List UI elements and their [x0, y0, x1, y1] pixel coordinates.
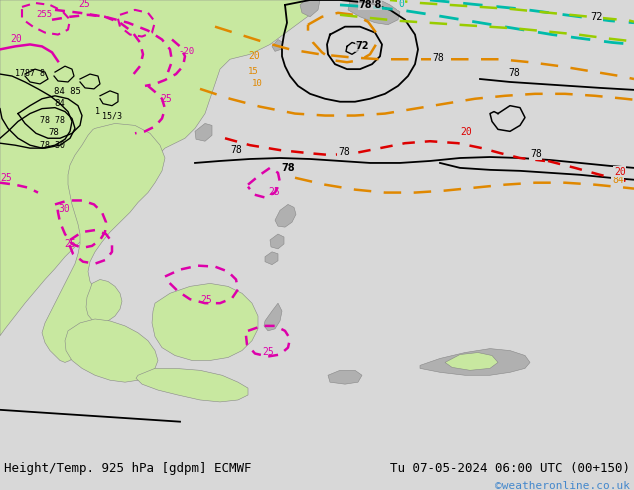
Polygon shape	[445, 352, 498, 370]
Polygon shape	[195, 123, 212, 141]
Text: 78: 78	[530, 149, 541, 159]
Polygon shape	[328, 370, 362, 384]
Text: 15/3: 15/3	[102, 112, 122, 121]
Text: 25: 25	[160, 94, 172, 104]
Polygon shape	[265, 252, 278, 265]
Polygon shape	[348, 0, 400, 24]
Text: 78: 78	[508, 68, 520, 78]
Text: 20: 20	[614, 167, 626, 177]
Text: 78: 78	[338, 147, 350, 157]
Text: 25: 25	[262, 346, 274, 357]
Polygon shape	[86, 279, 122, 323]
Text: 78: 78	[432, 53, 444, 63]
Text: 78'8: 78'8	[358, 0, 382, 10]
Text: 20: 20	[10, 34, 22, 45]
Text: 30: 30	[58, 204, 70, 214]
Text: 72: 72	[590, 12, 602, 22]
Polygon shape	[300, 0, 320, 17]
Text: 78: 78	[281, 163, 295, 173]
Text: -20: -20	[178, 48, 194, 56]
Text: 78 30: 78 30	[40, 141, 65, 150]
Text: 25: 25	[268, 187, 280, 196]
Text: 84 85: 84 85	[54, 87, 81, 96]
Text: 0: 0	[398, 0, 404, 9]
Text: 25: 25	[200, 295, 212, 305]
Polygon shape	[272, 40, 283, 51]
Text: 78: 78	[48, 128, 59, 137]
Text: 78 78: 78 78	[40, 117, 65, 125]
Polygon shape	[270, 234, 284, 249]
Text: 84: 84	[612, 175, 624, 185]
Text: 25: 25	[64, 239, 75, 249]
Text: 15: 15	[248, 67, 259, 76]
Polygon shape	[65, 319, 158, 382]
Text: 10: 10	[252, 79, 262, 88]
Text: 20: 20	[460, 127, 472, 137]
Polygon shape	[42, 123, 165, 363]
Text: 25: 25	[0, 172, 12, 183]
Text: 84: 84	[54, 98, 65, 108]
Text: Tu 07-05-2024 06:00 UTC (00+150): Tu 07-05-2024 06:00 UTC (00+150)	[390, 462, 630, 475]
Text: 72: 72	[355, 42, 369, 51]
Text: 20: 20	[248, 51, 260, 61]
Polygon shape	[136, 368, 248, 402]
Text: 78: 78	[230, 145, 242, 155]
Text: 1787 8: 1787 8	[15, 69, 45, 78]
Polygon shape	[275, 204, 296, 227]
Polygon shape	[264, 303, 282, 331]
Polygon shape	[0, 0, 320, 336]
Text: Height/Temp. 925 hPa [gdpm] ECMWF: Height/Temp. 925 hPa [gdpm] ECMWF	[4, 462, 252, 475]
Text: 255: 255	[36, 10, 52, 19]
Text: 25: 25	[78, 0, 90, 9]
Polygon shape	[152, 283, 258, 361]
Text: ©weatheronline.co.uk: ©weatheronline.co.uk	[495, 482, 630, 490]
Text: 1: 1	[95, 106, 100, 116]
Polygon shape	[420, 348, 530, 375]
